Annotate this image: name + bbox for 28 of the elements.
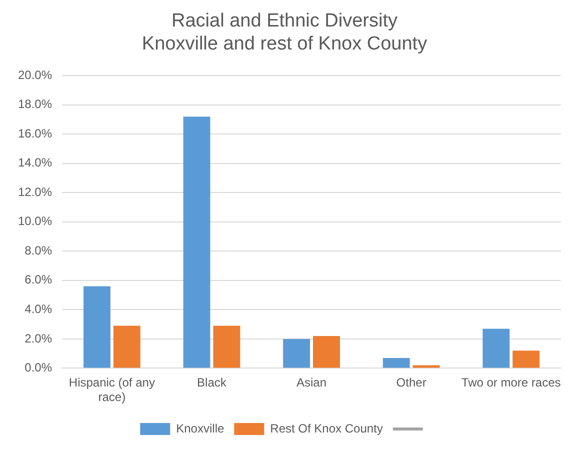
bar	[382, 358, 410, 368]
x-tick-label: Black	[197, 376, 228, 390]
bar	[213, 326, 240, 368]
y-tick-label: 8.0%	[24, 243, 52, 258]
y-tick-label: 10.0%	[18, 214, 52, 228]
y-tick-label: 12.0%	[18, 184, 52, 199]
bar	[83, 286, 110, 368]
bar	[283, 338, 310, 368]
legend-label: Knoxville	[176, 421, 224, 436]
y-tick-label: 14.0%	[18, 156, 52, 170]
bar	[482, 328, 510, 368]
y-tick-label: 2.0%	[24, 331, 52, 346]
bar	[512, 350, 540, 368]
bar	[313, 336, 340, 368]
y-tick-label: 0.0%	[24, 360, 52, 375]
x-tick-label: Hispanic (of any race)	[68, 376, 155, 404]
y-tick-label: 18.0%	[18, 97, 52, 112]
bar	[113, 326, 140, 368]
y-tick-label: 4.0%	[24, 302, 52, 316]
chart-title: Racial and Ethnic Diversity Knoxville and rest of Knox County	[142, 10, 428, 54]
y-tick-label: 20.0%	[18, 68, 52, 82]
x-tick-label: Other	[396, 376, 426, 390]
y-tick-label: 6.0%	[24, 272, 52, 287]
legend-label: Rest Of Knox County	[270, 421, 383, 436]
x-tick-label: Asian	[296, 376, 327, 390]
x-tick-label: Two or more races	[461, 376, 561, 390]
bar	[183, 116, 210, 368]
y-tick-label: 16.0%	[18, 126, 52, 140]
